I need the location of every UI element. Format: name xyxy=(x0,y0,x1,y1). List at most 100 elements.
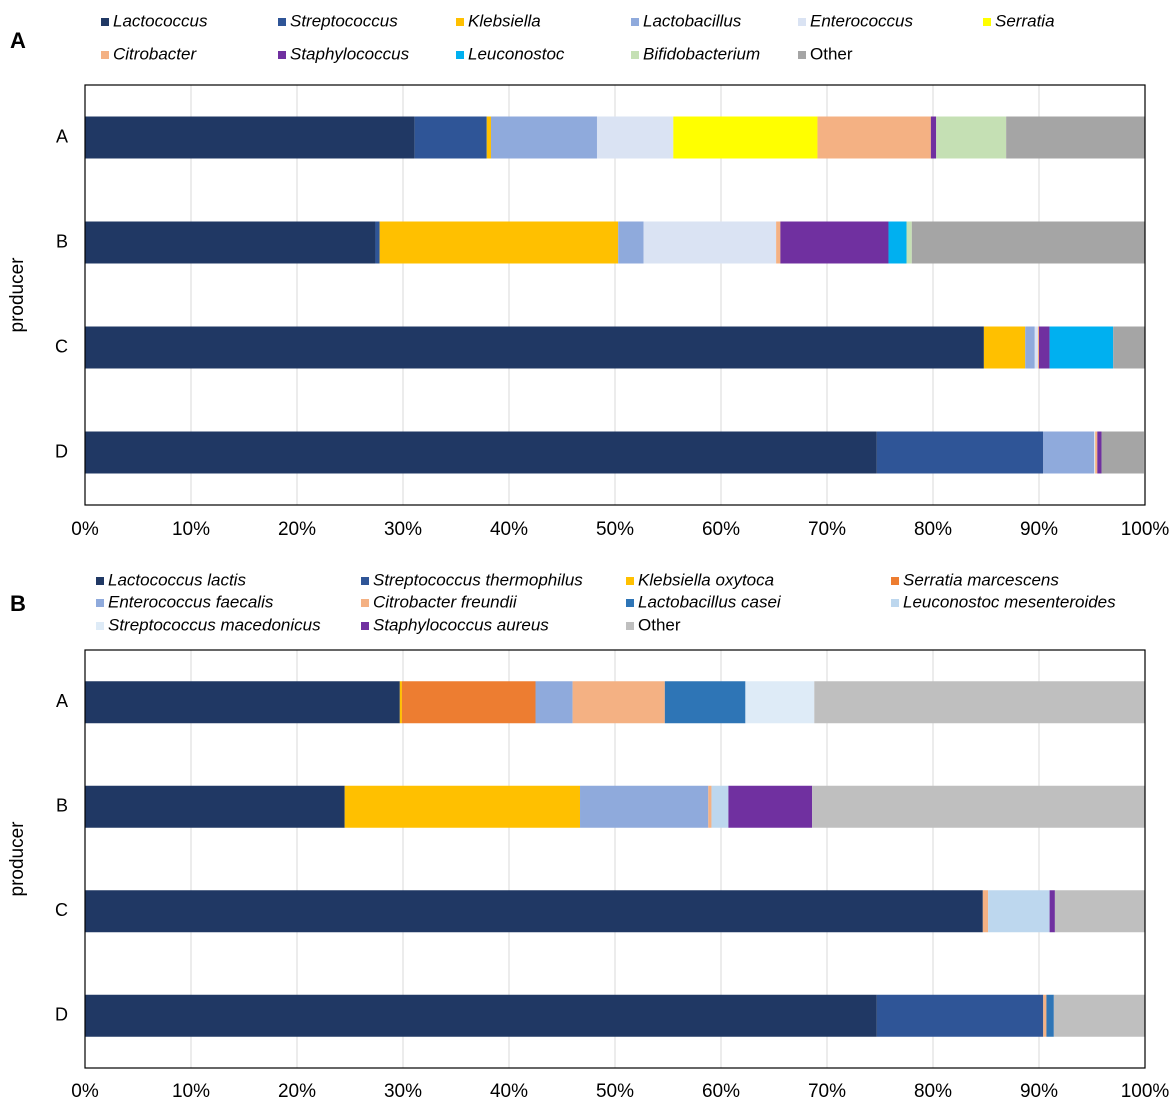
x-tick-label: 10% xyxy=(172,519,210,540)
legend-label: Leuconostoc mesenteroides xyxy=(903,592,1116,611)
bar-segment xyxy=(1039,326,1050,369)
y-tick-label: D xyxy=(55,441,68,461)
legend-swatch xyxy=(101,51,109,59)
plot-frame xyxy=(84,84,1146,506)
bar-segment xyxy=(982,890,989,933)
y-tick-label: C xyxy=(55,336,68,356)
x-tick-label: 50% xyxy=(596,1081,634,1102)
bar-segment xyxy=(911,221,1145,264)
legend-label: Citrobacter xyxy=(113,44,197,63)
legend-label: Lactococcus xyxy=(113,11,208,30)
legend-label: Enterococcus faecalis xyxy=(108,592,274,611)
x-tick-label: 100% xyxy=(1121,1081,1170,1102)
legend-label: Streptococcus thermophilus xyxy=(373,570,583,589)
panel-label: B xyxy=(10,591,26,616)
legend-label: Klebsiella xyxy=(468,11,541,30)
bar-segment xyxy=(85,221,376,264)
legend-swatch xyxy=(983,18,991,26)
y-tick-label: D xyxy=(55,1005,68,1025)
legend-swatch xyxy=(626,599,634,607)
legend-label: Streptococcus xyxy=(290,11,398,30)
legend-label: Other xyxy=(638,615,681,634)
x-tick-label: 30% xyxy=(384,519,422,540)
legend-swatch xyxy=(101,18,109,26)
bar-segment xyxy=(1043,994,1047,1037)
bar-segment xyxy=(401,681,536,724)
bar-segment xyxy=(936,116,1007,159)
y-tick-label: C xyxy=(55,900,68,920)
bar-segment xyxy=(580,785,709,828)
bar-segment xyxy=(664,681,746,724)
bar-segment xyxy=(85,994,877,1037)
bar-segment xyxy=(85,785,345,828)
legend-label: Citrobacter freundii xyxy=(373,592,518,611)
legend-swatch xyxy=(278,51,286,59)
legend-swatch xyxy=(361,577,369,585)
bar-segment xyxy=(1006,116,1145,159)
legend-swatch xyxy=(278,18,286,26)
x-tick-label: 30% xyxy=(384,1081,422,1102)
x-tick-label: 70% xyxy=(808,519,846,540)
bar-segment xyxy=(85,890,983,933)
x-tick-label: 0% xyxy=(71,1081,99,1102)
bar-segment xyxy=(344,785,581,828)
bar-segment xyxy=(596,116,674,159)
bar-segment xyxy=(486,116,491,159)
legend-label: Klebsiella oxytoca xyxy=(638,570,774,589)
x-tick-label: 0% xyxy=(71,519,99,540)
y-axis-label: producer xyxy=(7,257,28,333)
y-axis-label: producer xyxy=(7,821,28,897)
legend-label: Lactobacillus casei xyxy=(638,592,782,611)
bar-segment xyxy=(776,221,781,264)
bar-segment xyxy=(618,221,644,264)
legend-label: Streptococcus macedonicus xyxy=(108,615,321,634)
x-tick-label: 50% xyxy=(596,519,634,540)
bar-segment xyxy=(711,785,729,828)
bar-segment xyxy=(1034,326,1038,369)
legend-label: Serratia marcescens xyxy=(903,570,1059,589)
x-tick-label: 60% xyxy=(702,1081,740,1102)
plot-frame xyxy=(84,649,1146,1069)
legend-swatch xyxy=(456,18,464,26)
bar-segment xyxy=(888,221,907,264)
legend-swatch xyxy=(361,599,369,607)
bar-segment xyxy=(876,994,1044,1037)
bar-segment xyxy=(379,221,619,264)
legend-swatch xyxy=(798,51,806,59)
x-tick-label: 70% xyxy=(808,1081,846,1102)
bar-segment xyxy=(1037,326,1039,369)
y-tick-label: B xyxy=(56,796,68,816)
bar-segment xyxy=(780,221,889,264)
bar-segment xyxy=(817,116,931,159)
legend-swatch xyxy=(891,577,899,585)
bar-segment xyxy=(1054,890,1145,933)
bar-segment xyxy=(535,681,573,724)
bar-segment xyxy=(745,681,815,724)
bar-segment xyxy=(1094,431,1096,474)
legend-label: Staphylococcus aureus xyxy=(373,615,549,634)
legend-label: Lactobacillus xyxy=(643,11,742,30)
legend-label: Other xyxy=(810,44,853,63)
bar-segment xyxy=(1097,431,1102,474)
y-tick-label: A xyxy=(56,691,68,711)
legend-label: Serratia xyxy=(995,11,1055,30)
bar-segment xyxy=(876,431,1044,474)
legend-label: Bifidobacterium xyxy=(643,44,760,63)
panel-label: A xyxy=(10,28,26,53)
legend-swatch xyxy=(96,577,104,585)
bar-segment xyxy=(814,681,1145,724)
x-tick-label: 10% xyxy=(172,1081,210,1102)
x-tick-label: 100% xyxy=(1121,519,1170,540)
bar-segment xyxy=(85,681,400,724)
bar-segment xyxy=(85,431,877,474)
bar-segment xyxy=(988,890,1050,933)
x-tick-label: 90% xyxy=(1020,519,1058,540)
bar-segment xyxy=(1043,431,1095,474)
bar-segment xyxy=(490,116,597,159)
legend-swatch xyxy=(631,18,639,26)
legend-swatch xyxy=(96,599,104,607)
legend-swatch xyxy=(96,622,104,630)
x-tick-label: 90% xyxy=(1020,1081,1058,1102)
legend-swatch xyxy=(456,51,464,59)
legend-label: Enterococcus xyxy=(810,11,913,30)
